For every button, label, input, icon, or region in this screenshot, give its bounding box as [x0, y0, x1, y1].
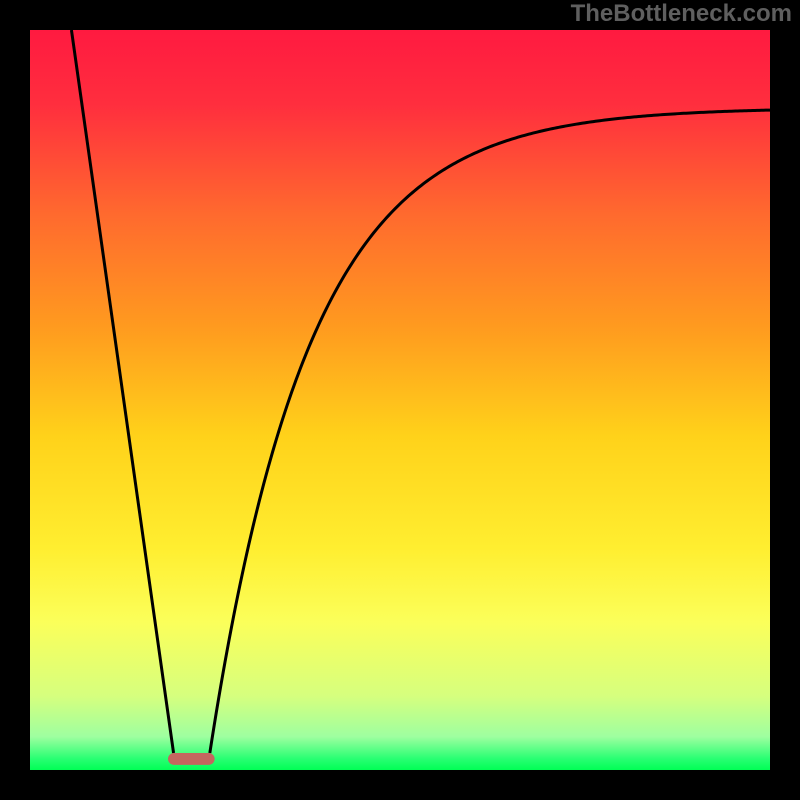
plot-gradient-background	[30, 30, 770, 770]
watermark-text: TheBottleneck.com	[571, 0, 792, 28]
bottleneck-chart	[0, 0, 800, 800]
chart-container: TheBottleneck.com	[0, 0, 800, 800]
bottleneck-marker	[168, 753, 215, 765]
